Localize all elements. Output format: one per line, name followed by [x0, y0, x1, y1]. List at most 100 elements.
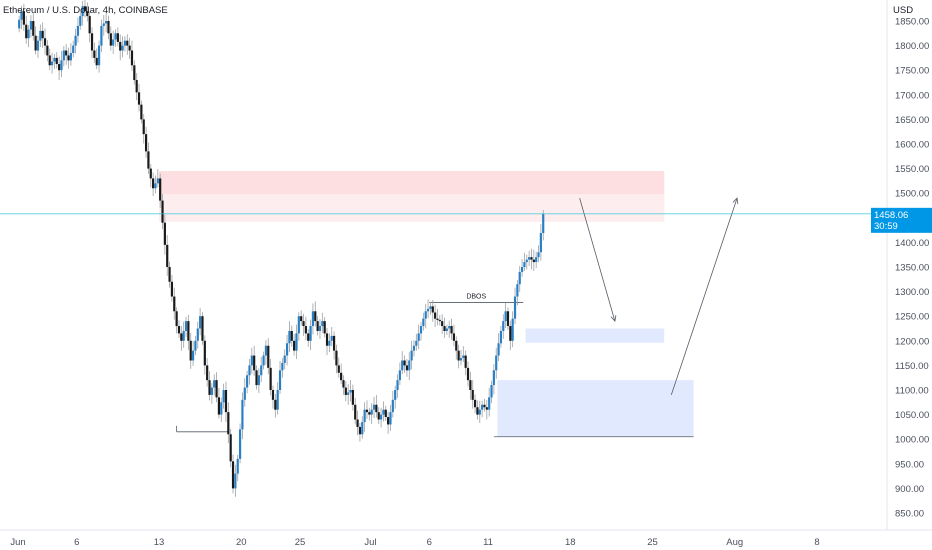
candle-body [67, 55, 70, 61]
candle-body [206, 365, 209, 381]
candle-body [356, 419, 359, 427]
candle-body [20, 11, 23, 20]
candle-body [90, 33, 94, 51]
candle-body [509, 326, 512, 341]
candle-body [410, 350, 413, 361]
candle-body [318, 326, 322, 331]
candle-body [50, 61, 54, 66]
y-tick-label: 1050.00 [895, 410, 929, 421]
candle-body [483, 404, 486, 408]
candle-body [488, 397, 491, 410]
candle-body [114, 33, 117, 40]
candle-body [130, 50, 134, 66]
last-price-tag-bg [871, 207, 932, 233]
candle-body [229, 434, 232, 462]
candle-body [377, 412, 380, 420]
candle-body [43, 38, 47, 46]
x-tick-label: Jul [364, 537, 376, 548]
candle-body [476, 407, 479, 415]
candle-body [62, 50, 65, 61]
candle-body [436, 318, 439, 320]
candle-body [330, 335, 333, 341]
y-tick-label: 1400.00 [895, 238, 929, 249]
arrow-up [670, 197, 738, 396]
candle-body [182, 330, 185, 341]
candle-body [450, 326, 453, 334]
candle-body [95, 57, 98, 66]
candle-body [328, 340, 331, 346]
x-tick-label: Jun [10, 537, 25, 548]
candle-body [492, 370, 495, 386]
candle-body [434, 312, 437, 319]
candle-body [184, 321, 188, 331]
candle-body [382, 409, 385, 415]
candle-body [135, 80, 138, 93]
candle-body [530, 257, 533, 260]
candle-body [27, 29, 30, 39]
candle-body [83, 6, 87, 12]
candle-body [361, 421, 364, 435]
candle-body [152, 178, 155, 189]
candle-body [243, 387, 246, 400]
candle-body [175, 311, 178, 327]
candle-body [257, 375, 260, 386]
candle-body [347, 392, 350, 395]
candle-body [215, 380, 218, 398]
candle-body [337, 365, 340, 373]
candle-body [260, 365, 263, 376]
last-price-countdown: 30:59 [874, 221, 898, 232]
y-tick-label: 1000.00 [895, 435, 929, 446]
candle-body [220, 402, 223, 415]
candle-body [224, 390, 228, 413]
candle-body [100, 25, 103, 46]
candle-body [335, 350, 338, 366]
candle-body [302, 321, 305, 327]
candle-body [210, 387, 213, 395]
candle-body [203, 340, 206, 366]
last-price-tag[interactable]: 1458.06 30:59 [871, 207, 932, 233]
candle-body [481, 404, 484, 410]
candle-body [528, 257, 531, 260]
candle-body [147, 151, 150, 169]
candle-body [191, 350, 195, 361]
candle-body [69, 52, 72, 61]
candle-body [401, 360, 404, 371]
candle-body [25, 24, 28, 39]
y-tick-label: 850.00 [895, 509, 924, 520]
price-axis[interactable]: 1850.00 1800.00 1750.00 1700.00 1650.00 1600.… [895, 17, 929, 520]
supply-zone [159, 171, 665, 222]
candle-body [168, 267, 171, 282]
candle-body [309, 326, 312, 341]
candle-body [422, 318, 425, 327]
time-axis[interactable]: Jun 6 13 20 25 Jul 6 11 18 25 Aug 8 [10, 537, 819, 548]
candle-body [128, 45, 131, 51]
candle-body [144, 134, 148, 152]
candle-body [39, 30, 42, 41]
chart-title: Ethereum / U.S. Dollar, 4h, COINBASE [3, 5, 168, 16]
arrow-down-head [610, 315, 617, 323]
candle-body [297, 316, 300, 334]
candle-body [187, 321, 190, 341]
annotation-lines-layer: DBOS [176, 293, 694, 438]
candle-body [250, 355, 253, 366]
x-tick-label: 13 [154, 537, 165, 548]
candle-body [304, 326, 307, 334]
candle-body [142, 119, 145, 135]
candle-body [65, 50, 68, 56]
candle-body [396, 380, 399, 390]
candle-body [166, 244, 169, 267]
candle-body [22, 11, 25, 25]
candle-body [276, 390, 279, 410]
candle-body [354, 404, 357, 420]
candle-body [504, 311, 507, 322]
candle-body [520, 267, 524, 272]
x-tick-label: Aug [726, 537, 743, 548]
candle-body [340, 372, 343, 381]
candle-body [32, 21, 35, 36]
x-tick-label: 6 [427, 537, 432, 548]
candle-body [154, 183, 157, 189]
candle-body [283, 355, 286, 363]
y-tick-label: 1750.00 [895, 66, 929, 77]
candle-body [523, 262, 526, 267]
candle-body [93, 50, 96, 58]
